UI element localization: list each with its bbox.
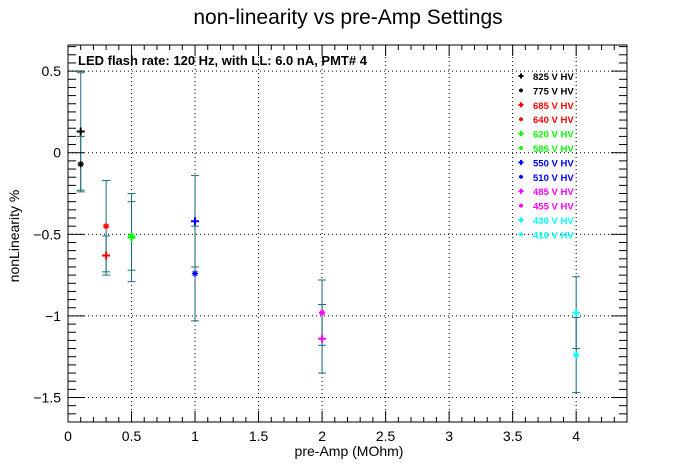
legend-item: 775 V HV bbox=[519, 86, 574, 97]
data-point bbox=[191, 270, 199, 277]
marker-stroke bbox=[519, 146, 523, 150]
data-point bbox=[191, 217, 200, 226]
legend-marker bbox=[519, 88, 523, 93]
legend-item: 485 V HV bbox=[518, 187, 574, 198]
y-tick-label: 0 bbox=[53, 145, 61, 161]
marker-stroke bbox=[519, 88, 523, 93]
y-tick-labels: −1.5 −1 −0.5 0 0.5 bbox=[33, 63, 61, 405]
legend-marker bbox=[519, 232, 523, 237]
marker-stroke bbox=[519, 203, 523, 208]
legend-label: 485 V HV bbox=[533, 187, 574, 198]
data-point bbox=[128, 232, 135, 240]
y-tick-label: −1 bbox=[45, 308, 61, 324]
legend-label: 410 V HV bbox=[533, 230, 574, 241]
marker-stroke bbox=[78, 161, 84, 167]
legend-marker bbox=[518, 217, 524, 223]
legend-item: 640 V HV bbox=[519, 115, 574, 126]
x-tick-label: 3.5 bbox=[503, 428, 523, 444]
legend-item: 410 V HV bbox=[519, 230, 574, 241]
legend-marker bbox=[519, 174, 523, 179]
data-point bbox=[77, 160, 84, 168]
y-tick-label: −0.5 bbox=[33, 226, 61, 242]
chart-subtitle: LED flash rate: 120 Hz, with LL: 6.0 nA,… bbox=[78, 53, 368, 68]
legend-label: 430 V HV bbox=[533, 216, 574, 227]
x-axis-label: pre-Amp (MOhm) bbox=[295, 443, 404, 459]
legend-item: 550 V HV bbox=[518, 158, 574, 169]
x-tick-label: 2 bbox=[318, 428, 326, 444]
legend-marker bbox=[518, 188, 524, 194]
legend-item: 510 V HV bbox=[519, 173, 574, 184]
marker-stroke bbox=[573, 352, 579, 358]
y-tick-label: 0.5 bbox=[42, 63, 62, 79]
data-point bbox=[102, 222, 110, 230]
x-tick-label: 2.5 bbox=[376, 428, 396, 444]
marker-stroke bbox=[192, 270, 198, 277]
legend-marker bbox=[518, 159, 524, 165]
data-point bbox=[76, 127, 85, 136]
legend-label: 640 V HV bbox=[533, 115, 574, 126]
marker-stroke bbox=[319, 309, 325, 316]
marker-stroke bbox=[128, 233, 135, 239]
legend-item: 585 V HV bbox=[519, 144, 574, 155]
x-tick-label: 1 bbox=[191, 428, 199, 444]
legend-item: 455 V HV bbox=[519, 202, 574, 213]
legend: 825 V HV 775 V HV 685 V HV 640 V HV 620 V HV… bbox=[518, 72, 574, 241]
marker-stroke bbox=[519, 117, 523, 122]
data-point bbox=[572, 308, 581, 317]
legend-label: 685 V HV bbox=[533, 101, 574, 112]
data-markers bbox=[76, 127, 581, 359]
legend-marker bbox=[518, 73, 524, 79]
legend-item: 685 V HV bbox=[518, 101, 574, 112]
y-axis-label: nonLinearity % bbox=[6, 190, 22, 283]
legend-item: 620 V HV bbox=[518, 130, 574, 141]
data-point bbox=[572, 351, 580, 359]
x-tick-label: 0 bbox=[64, 428, 72, 444]
x-tick-label: 1.5 bbox=[249, 428, 269, 444]
legend-marker bbox=[518, 102, 524, 108]
x-tick-labels: 0 0.5 1 1.5 2 2.5 3 3.5 4 bbox=[64, 428, 580, 444]
legend-marker bbox=[519, 203, 523, 208]
marker-stroke bbox=[519, 232, 523, 237]
data-point bbox=[318, 309, 326, 316]
legend-marker bbox=[519, 117, 523, 122]
legend-item: 825 V HV bbox=[518, 72, 574, 83]
axis-ticks bbox=[67, 45, 628, 422]
data-point bbox=[318, 334, 327, 343]
x-tick-label: 0.5 bbox=[122, 428, 142, 444]
legend-label: 585 V HV bbox=[533, 144, 574, 155]
legend-label: 825 V HV bbox=[533, 72, 574, 83]
data-point bbox=[102, 251, 111, 260]
legend-marker bbox=[519, 146, 523, 150]
legend-label: 455 V HV bbox=[533, 202, 574, 213]
marker-stroke bbox=[103, 223, 109, 229]
legend-label: 510 V HV bbox=[533, 173, 574, 184]
error-bars bbox=[76, 72, 581, 394]
y-tick-label: −1.5 bbox=[33, 390, 61, 406]
x-tick-label: 4 bbox=[572, 428, 580, 444]
legend-label: 550 V HV bbox=[533, 158, 574, 169]
legend-item: 430 V HV bbox=[518, 216, 574, 227]
x-tick-label: 3 bbox=[445, 428, 453, 444]
legend-label: 775 V HV bbox=[533, 86, 574, 97]
chart-title: non-linearity vs pre-Amp Settings bbox=[193, 6, 502, 29]
legend-marker bbox=[518, 131, 524, 137]
marker-stroke bbox=[519, 174, 523, 179]
legend-label: 620 V HV bbox=[533, 130, 574, 141]
